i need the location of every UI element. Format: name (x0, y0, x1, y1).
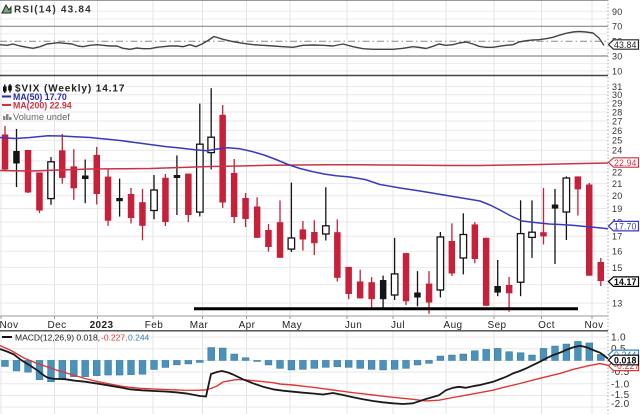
svg-text:Volume undef: Volume undef (13, 112, 70, 122)
svg-text:-0.227,: -0.227, (101, 333, 127, 343)
svg-text:31: 31 (612, 82, 623, 92)
svg-text:Feb: Feb (145, 320, 163, 331)
svg-text:26: 26 (612, 126, 623, 136)
svg-text:10: 10 (612, 66, 623, 76)
svg-text:RSI(14) 43.84: RSI(14) 43.84 (14, 5, 92, 16)
svg-text:Aug: Aug (444, 320, 463, 331)
svg-text:70: 70 (612, 22, 623, 32)
svg-text:Mar: Mar (190, 320, 209, 331)
svg-text:43.84: 43.84 (614, 40, 637, 50)
svg-text:MA(50) 17.70: MA(50) 17.70 (13, 92, 67, 102)
svg-text:Jun: Jun (345, 320, 362, 331)
svg-text:15: 15 (612, 263, 623, 273)
svg-text:13: 13 (612, 299, 623, 309)
svg-text:Dec: Dec (48, 320, 67, 331)
svg-text:17.70: 17.70 (614, 222, 637, 232)
svg-text:30: 30 (612, 51, 623, 61)
svg-text:Oct: Oct (538, 320, 555, 331)
svg-text:-0.227: -0.227 (614, 361, 640, 371)
svg-text:17: 17 (612, 232, 623, 242)
svg-text:0.5: 0.5 (611, 344, 626, 355)
svg-text:-1.5: -1.5 (611, 390, 630, 401)
svg-text:21: 21 (612, 179, 623, 189)
svg-text:Apr: Apr (239, 320, 256, 331)
svg-text:MA(200) 22.94: MA(200) 22.94 (13, 101, 72, 111)
svg-text:27: 27 (612, 116, 623, 126)
svg-text:22.94: 22.94 (614, 158, 637, 168)
svg-text:May: May (282, 320, 302, 331)
svg-text:0.018: 0.018 (614, 355, 637, 365)
svg-text:14.17: 14.17 (614, 277, 637, 287)
svg-text:MACD(12,26,9) 0.018,: MACD(12,26,9) 0.018, (15, 333, 100, 343)
svg-text:$VIX (Weekly) 14.17: $VIX (Weekly) 14.17 (15, 84, 125, 95)
svg-text:28: 28 (612, 107, 623, 117)
svg-text:22: 22 (612, 167, 623, 177)
svg-text:16: 16 (612, 247, 623, 257)
svg-text:19: 19 (612, 204, 623, 214)
svg-text:24: 24 (612, 146, 623, 156)
svg-text:2023: 2023 (90, 320, 114, 331)
svg-text:0.244: 0.244 (128, 333, 150, 343)
svg-text:-2.0: -2.0 (611, 399, 630, 410)
svg-text:30: 30 (612, 90, 623, 100)
svg-text:-1.0: -1.0 (611, 379, 630, 390)
svg-text:Nov: Nov (585, 320, 604, 331)
svg-text:1.0: 1.0 (611, 333, 626, 344)
svg-text:-0.5: -0.5 (611, 367, 630, 378)
svg-text:90: 90 (612, 7, 623, 17)
svg-text:Nov: Nov (0, 320, 18, 331)
svg-text:29: 29 (612, 99, 623, 109)
svg-text:Jul: Jul (391, 320, 405, 331)
svg-text:Sep: Sep (488, 320, 507, 331)
svg-text:25: 25 (612, 136, 623, 146)
svg-text:20: 20 (612, 191, 623, 201)
